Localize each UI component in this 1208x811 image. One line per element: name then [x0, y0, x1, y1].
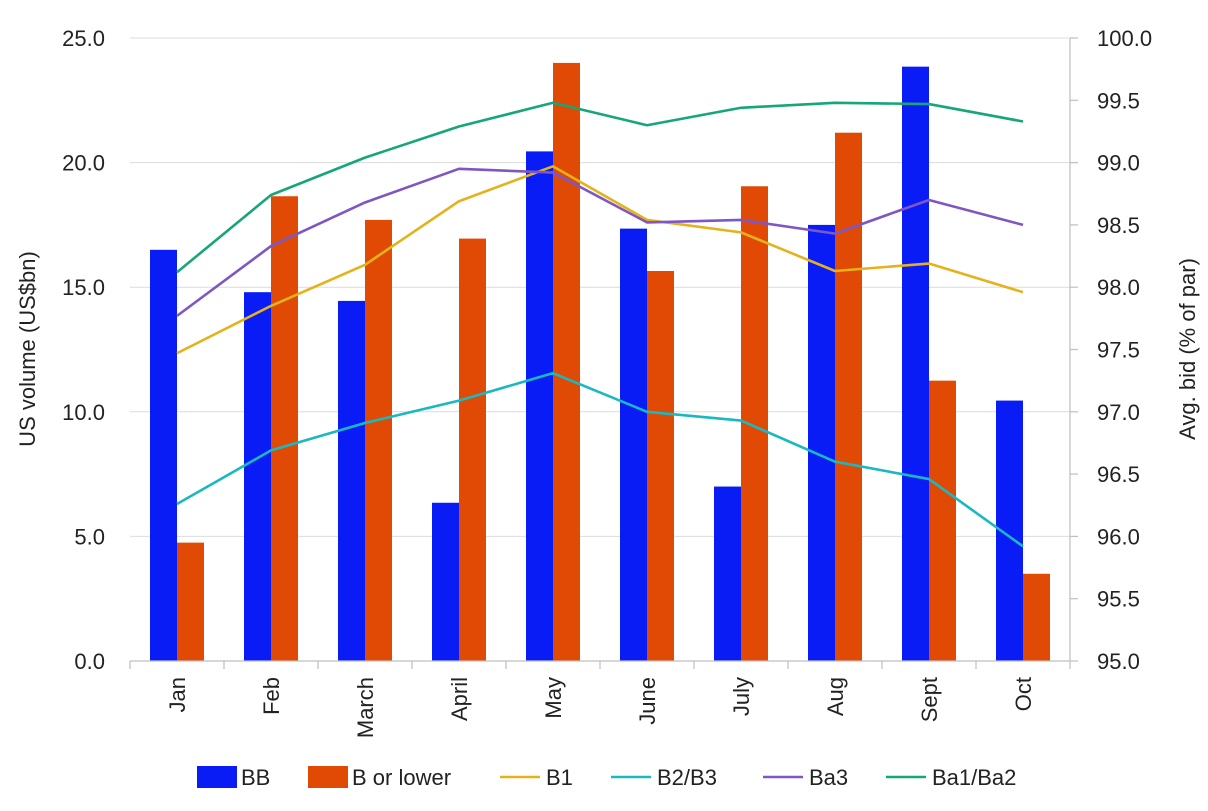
- bar-b-or-lower-march: [365, 219, 392, 661]
- bar-b-or-lower-june: [647, 271, 674, 661]
- legend-label-ba1-ba2: Ba1/Ba2: [932, 765, 1016, 790]
- right-tick-label: 96.5: [1097, 462, 1140, 487]
- line-b1: [176, 165, 1024, 355]
- right-tick-label: 96.0: [1097, 524, 1140, 549]
- x-tick-label-may: May: [541, 677, 566, 719]
- bar-bb-jan: [150, 249, 177, 661]
- line-series-group: [176, 101, 1024, 548]
- left-tick-label: 25.0: [62, 26, 105, 51]
- right-tick-label: 99.5: [1097, 88, 1140, 113]
- bar-bb-april: [432, 502, 459, 661]
- x-tick-label-jan: Jan: [165, 677, 190, 712]
- right-axis-ticks: 95.0 95.5 96.0 96.5 97.0 97.5 98.0 98.5 99.0 99.5…: [1070, 26, 1152, 674]
- right-axis-title: Avg. bid (% of par): [1175, 258, 1200, 440]
- bar-bb-june: [620, 228, 647, 661]
- bar-bb-march: [338, 300, 365, 661]
- bar-b-or-lower-oct: [1023, 573, 1050, 661]
- right-tick-label: 98.5: [1097, 213, 1140, 238]
- x-axis-ticks: Jan Feb March April May June July Aug Sept Oct: [129, 661, 1071, 738]
- x-tick-label-oct: Oct: [1011, 677, 1036, 711]
- right-tick-label: 98.0: [1097, 275, 1140, 300]
- bar-b-or-lower-sept: [929, 380, 956, 661]
- legend-label-ba3: Ba3: [809, 765, 848, 790]
- bar-b-or-lower-jan: [177, 542, 204, 661]
- x-tick-label-sept: Sept: [917, 677, 942, 722]
- legend-label-b2-b3: B2/B3: [657, 765, 717, 790]
- legend: BB B or lower B1 B2/B3 Ba3 Ba1/Ba2: [197, 765, 1016, 790]
- bar-bb-july: [714, 486, 741, 661]
- x-tick-label-march: March: [353, 677, 378, 738]
- line-b2-b3: [176, 371, 1024, 548]
- left-tick-label: 5.0: [74, 524, 105, 549]
- legend-label-b-or-lower: B or lower: [352, 765, 451, 790]
- left-tick-label: 10.0: [62, 400, 105, 425]
- line-ba1-ba2: [176, 101, 1024, 274]
- left-tick-label: 0.0: [74, 649, 105, 674]
- bar-b-or-lower-may: [553, 62, 580, 662]
- bar-series-group: [150, 62, 1050, 662]
- left-axis-ticks: 0.0 5.0 10.0 15.0 20.0 25.0: [62, 26, 105, 674]
- legend-swatch-bb: [197, 766, 237, 788]
- legend-label-b1: B1: [546, 765, 573, 790]
- x-tick-label-aug: Aug: [823, 677, 848, 716]
- left-tick-label: 20.0: [62, 151, 105, 176]
- right-tick-label: 99.0: [1097, 151, 1140, 176]
- right-tick-label: 97.0: [1097, 400, 1140, 425]
- x-tick-label-april: April: [447, 677, 472, 721]
- bar-b-or-lower-april: [459, 238, 486, 661]
- legend-label-bb: BB: [241, 765, 270, 790]
- x-tick-label-june: June: [635, 677, 660, 725]
- bar-b-or-lower-feb: [271, 196, 298, 661]
- line-ba3: [176, 167, 1024, 317]
- bar-b-or-lower-aug: [835, 132, 862, 662]
- left-axis-title: US volume (US$bn): [15, 251, 40, 447]
- bar-bb-aug: [808, 224, 835, 661]
- bar-bb-may: [526, 151, 553, 662]
- legend-swatch-b-or-lower: [308, 766, 348, 788]
- right-tick-label: 95.5: [1097, 587, 1140, 612]
- left-tick-label: 15.0: [62, 275, 105, 300]
- right-tick-label: 100.0: [1097, 26, 1152, 51]
- x-tick-label-feb: Feb: [259, 677, 284, 715]
- bar-bb-feb: [244, 292, 271, 661]
- right-tick-label: 97.5: [1097, 338, 1140, 363]
- right-tick-label: 95.0: [1097, 649, 1140, 674]
- bar-bb-sept: [902, 66, 929, 661]
- x-tick-label-july: July: [729, 677, 754, 716]
